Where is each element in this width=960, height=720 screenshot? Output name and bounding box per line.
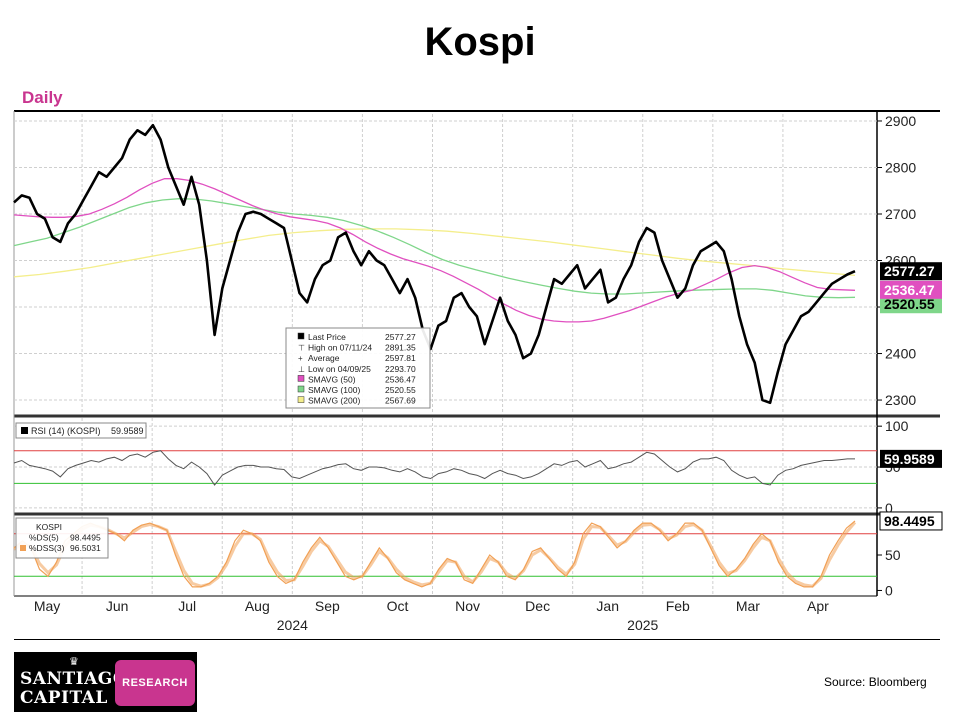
y-tick-label: 0: [885, 500, 893, 516]
y-tick-label: 0: [885, 582, 893, 598]
legend-swatch: [297, 396, 305, 403]
legend-swatch: [297, 332, 305, 340]
x-tick-label: Jun: [106, 598, 129, 614]
legend-glyph: +: [298, 354, 303, 363]
rsi-legend-name: RSI (14) (KOSPI): [31, 426, 101, 436]
stoch-legend-name: %DS(5): [29, 533, 59, 543]
rsi-line: [13, 450, 855, 486]
rsi-legend-value: 59.9589: [111, 426, 144, 436]
ds-line: [13, 520, 856, 588]
x-tick-label: Mar: [736, 598, 760, 614]
rsi-last-label: 59.9589: [884, 451, 935, 467]
stoch-legend-swatch: [20, 545, 26, 551]
x-tick-label: Oct: [387, 598, 409, 614]
legend-name: SMAVG (50): [308, 374, 356, 384]
rsi-legend-box: [15, 422, 147, 439]
legend-name: Low on 04/09/25: [308, 364, 371, 374]
period-label: Daily: [22, 88, 63, 107]
logo-badge: RESEARCH: [115, 660, 195, 706]
legend-value: 2536.47: [385, 374, 416, 384]
x-tick-label: Dec: [525, 598, 550, 614]
legend-value: 2293.70: [385, 364, 416, 374]
stoch-last-label: 98.4495: [884, 513, 935, 529]
sma50-last-label-box: [880, 280, 942, 299]
x-tick-label: Sep: [315, 598, 340, 614]
stoch-legend-name: KOSPI: [36, 522, 62, 532]
sma100-line: [13, 198, 856, 299]
x-tick-label: Jan: [596, 598, 619, 614]
stoch-last-label-box: [879, 511, 943, 531]
legend-glyph: ⊤: [298, 344, 305, 353]
x-tick-label: Jul: [178, 598, 196, 614]
dss-line: [13, 521, 857, 588]
x-tick-label: Nov: [455, 598, 480, 614]
y-tick-label: 2700: [885, 206, 916, 222]
santiago-capital-logo: ♛ SANTIAGO CAPITAL RESEARCH: [14, 652, 197, 712]
legend-name: Average: [308, 353, 340, 363]
logo-line2: CAPITAL: [20, 688, 108, 708]
y-tick-label: 2300: [885, 392, 916, 408]
sma50-last-label: 2536.47: [884, 282, 935, 298]
y-tick-label: 100: [885, 418, 909, 434]
y-tick-label: 2400: [885, 346, 916, 362]
sma100-last-label: 2520.55: [884, 296, 935, 312]
legend-value: 2597.81: [385, 353, 416, 363]
sma100-last-label-box: [880, 295, 942, 314]
stoch-legend-value: 98.4495: [70, 533, 101, 543]
price-line: [13, 123, 856, 405]
x-tick-label: Apr: [807, 598, 829, 614]
sma200-line: [13, 228, 856, 278]
sma50-line: [13, 178, 856, 323]
source-note: Source: Bloomberg: [824, 675, 927, 689]
legend-value: 2891.35: [385, 343, 416, 353]
stoch-legend-name: %DSS(3): [29, 543, 65, 553]
legend-name: High on 07/11/24: [308, 343, 372, 353]
legend-name: SMAVG (100): [308, 385, 360, 395]
legend-name: SMAVG (200): [308, 396, 360, 406]
price-last-label-box: [880, 262, 942, 281]
price-legend-box: [285, 327, 431, 409]
legend-value: 2520.55: [385, 385, 416, 395]
y-tick-label: 2900: [885, 113, 916, 129]
stoch-legend-box: [15, 517, 109, 559]
crown-icon: ♛: [69, 656, 79, 668]
rsi-legend-swatch: [21, 427, 28, 434]
y-tick-label: 50: [885, 547, 901, 563]
legend-value: 2567.69: [385, 396, 416, 406]
year-label: 2024: [277, 617, 308, 633]
stoch-legend-value: 96.5031: [70, 543, 101, 553]
y-tick-label: 2800: [885, 159, 916, 175]
legend-glyph: ⊥: [298, 365, 305, 374]
page-title: Kospi: [424, 20, 536, 64]
year-label: 2025: [627, 617, 658, 633]
x-tick-label: Aug: [245, 598, 270, 614]
x-tick-label: Feb: [666, 598, 690, 614]
price-last-label: 2577.27: [884, 263, 935, 279]
legend-swatch: [297, 385, 305, 393]
logo-line1: SANTIAGO: [20, 669, 129, 689]
x-tick-label: May: [34, 598, 60, 614]
legend-name: Last Price: [308, 332, 346, 342]
legend-swatch: [297, 375, 305, 382]
kospi-chart: 2300240025002600270028002900050100050May…: [13, 110, 943, 640]
legend-value: 2577.27: [385, 332, 416, 342]
rsi-last-label-box: [880, 449, 942, 468]
